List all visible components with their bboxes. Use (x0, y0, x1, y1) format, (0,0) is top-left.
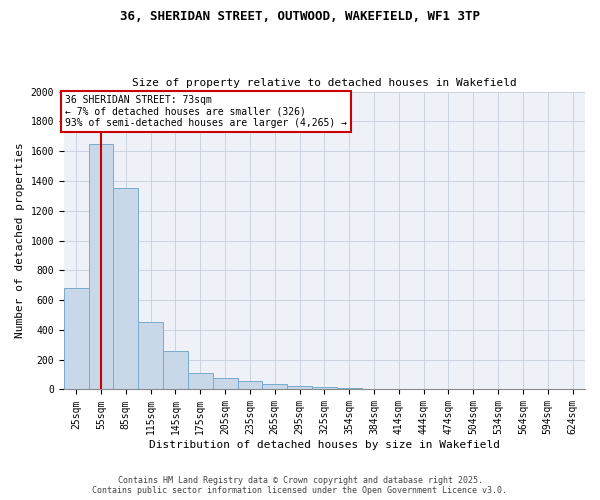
Title: Size of property relative to detached houses in Wakefield: Size of property relative to detached ho… (132, 78, 517, 88)
Bar (64, 288, 89, 390)
Bar (163, 350, 188, 390)
Bar (337, 388, 362, 390)
Bar (113, 188, 138, 390)
Bar (238, 382, 262, 390)
Bar (188, 373, 212, 390)
Bar (312, 387, 337, 390)
Text: 36, SHERIDAN STREET, OUTWOOD, WAKEFIELD, WF1 3TP: 36, SHERIDAN STREET, OUTWOOD, WAKEFIELD,… (120, 10, 480, 23)
Bar (262, 384, 287, 390)
Text: Contains HM Land Registry data © Crown copyright and database right 2025.
Contai: Contains HM Land Registry data © Crown c… (92, 476, 508, 495)
Bar (138, 322, 163, 390)
Bar (212, 378, 238, 390)
Text: 36 SHERIDAN STREET: 73sqm
← 7% of detached houses are smaller (326)
93% of semi-: 36 SHERIDAN STREET: 73sqm ← 7% of detach… (65, 94, 347, 128)
X-axis label: Distribution of detached houses by size in Wakefield: Distribution of detached houses by size … (149, 440, 500, 450)
Y-axis label: Number of detached properties: Number of detached properties (15, 142, 25, 338)
Bar (287, 386, 312, 390)
Bar (362, 388, 386, 390)
Bar (89, 144, 113, 390)
